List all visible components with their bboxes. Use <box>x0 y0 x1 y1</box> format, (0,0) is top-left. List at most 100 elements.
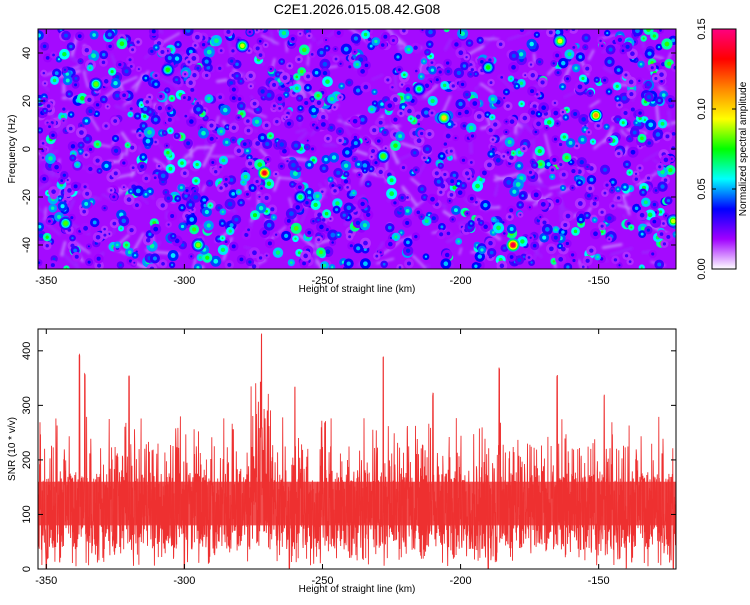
heatmap-blob-core <box>364 85 369 90</box>
heatmap-blob-core <box>160 50 164 54</box>
heatmap-blob-core <box>570 161 572 163</box>
heatmap-blob-core <box>143 107 147 111</box>
heatmap-blob-core <box>259 256 262 259</box>
heatmap-blob-core <box>443 84 446 87</box>
heatmap-blob-core <box>363 223 367 227</box>
heatmap-blob-core <box>617 97 619 99</box>
heatmap-blob-core <box>134 254 136 256</box>
spectrogram-y-tick-label: -20 <box>21 189 33 205</box>
heatmap-blob-core <box>458 50 463 55</box>
heatmap-blob-core <box>493 219 495 221</box>
heatmap-blob-core <box>214 170 217 173</box>
heatmap-blob-core <box>52 54 55 57</box>
heatmap-blob-core <box>603 79 606 82</box>
heatmap-blob-core <box>246 149 249 152</box>
heatmap-blob-core <box>294 143 298 147</box>
heatmap-blob-core <box>43 72 46 75</box>
heatmap-blob-core <box>124 69 128 73</box>
heatmap-blob-core <box>616 85 619 88</box>
heatmap-blob-core <box>402 105 405 108</box>
heatmap-blob-core <box>116 244 119 247</box>
heatmap-blob-core <box>520 239 524 243</box>
heatmap-blob-core <box>80 144 83 147</box>
heatmap-blob-core <box>393 118 397 122</box>
heatmap-blob-core <box>510 255 514 259</box>
heatmap-blob-core <box>405 221 409 225</box>
heatmap-blob-core <box>75 77 78 80</box>
heatmap-blob-core <box>496 158 501 163</box>
heatmap-blob-core <box>587 194 591 198</box>
heatmap-blob-core <box>259 40 262 43</box>
heatmap-blob-core <box>370 45 373 48</box>
heatmap-hotspot-8 <box>506 238 519 251</box>
heatmap-blob-core <box>57 215 61 219</box>
heatmap-blob-core <box>294 226 299 231</box>
heatmap-blob-core <box>150 50 153 53</box>
heatmap-blob-core <box>505 131 507 133</box>
heatmap-blob-core <box>439 191 442 194</box>
heatmap-blob-core <box>490 251 494 255</box>
heatmap-blob-core <box>371 149 375 153</box>
heatmap-blob-core <box>668 98 672 102</box>
heatmap-blob-core <box>172 235 174 237</box>
heatmap-blob-core <box>385 147 387 149</box>
heatmap-blob-core <box>524 74 526 76</box>
heatmap-blob-core <box>148 233 151 236</box>
heatmap-blob-core <box>503 97 505 99</box>
heatmap-blob-core <box>340 63 342 65</box>
heatmap-blob-core <box>71 237 73 239</box>
heatmap-blob-core <box>249 74 253 78</box>
colorbar-tick-label: 0.10 <box>696 98 708 119</box>
heatmap-blob-core <box>84 185 87 188</box>
heatmap-blob-core <box>278 96 282 100</box>
heatmap-blob-core <box>269 134 272 137</box>
hotspot-ring <box>486 65 491 70</box>
heatmap-blob-core <box>129 58 132 61</box>
heatmap-blob-core <box>623 186 626 189</box>
heatmap-blob-core <box>196 107 200 111</box>
heatmap-blob-core <box>356 88 360 92</box>
heatmap-blob-core <box>331 241 334 244</box>
heatmap-blob-core <box>647 177 650 180</box>
heatmap-blob-core <box>308 163 312 167</box>
heatmap-blob-core <box>219 186 222 189</box>
heatmap-blob-core <box>516 182 521 187</box>
heatmap-blob-core <box>229 229 232 232</box>
heatmap-blob-core <box>457 240 459 242</box>
heatmap-blob-core <box>64 69 66 71</box>
heatmap-blob-core <box>332 155 336 159</box>
heatmap-streak <box>241 269 254 285</box>
heatmap-blob-core <box>202 198 206 202</box>
heatmap-blob-core <box>629 80 634 85</box>
heatmap-blob-core <box>566 214 571 219</box>
heatmap-blob-core <box>283 75 288 80</box>
heatmap-blob-core <box>533 164 536 167</box>
heatmap-blob-core <box>336 171 340 175</box>
heatmap-blob-core <box>84 202 88 206</box>
heatmap-blob-core <box>218 206 221 209</box>
hotspot-ring <box>262 171 267 176</box>
heatmap-blob-core <box>628 137 631 140</box>
heatmap-blob-core <box>653 203 656 206</box>
heatmap-blob-core <box>86 137 90 141</box>
heatmap-blob-core <box>488 241 493 246</box>
heatmap-blob-core <box>646 28 650 32</box>
heatmap-blob-core <box>506 104 510 108</box>
heatmap-blob-core <box>51 133 55 137</box>
heatmap-blob-core <box>554 102 556 104</box>
heatmap-blob-core <box>640 136 644 140</box>
heatmap-blob-core <box>259 206 263 210</box>
heatmap-hotspot-2 <box>236 39 249 52</box>
heatmap-blob-core <box>402 166 405 169</box>
heatmap-blob-core <box>538 60 541 63</box>
heatmap-blob-core <box>232 244 236 248</box>
heatmap-blob-core <box>354 141 358 145</box>
heatmap-blob-core <box>230 59 233 62</box>
heatmap-blob-core <box>326 137 329 140</box>
heatmap-blob-core <box>247 228 250 231</box>
heatmap-blob-core <box>439 70 442 73</box>
heatmap-blob-core <box>640 63 643 66</box>
heatmap-blob-core <box>508 215 511 218</box>
heatmap-blob-core <box>343 213 346 216</box>
heatmap-blob-core <box>432 216 436 220</box>
